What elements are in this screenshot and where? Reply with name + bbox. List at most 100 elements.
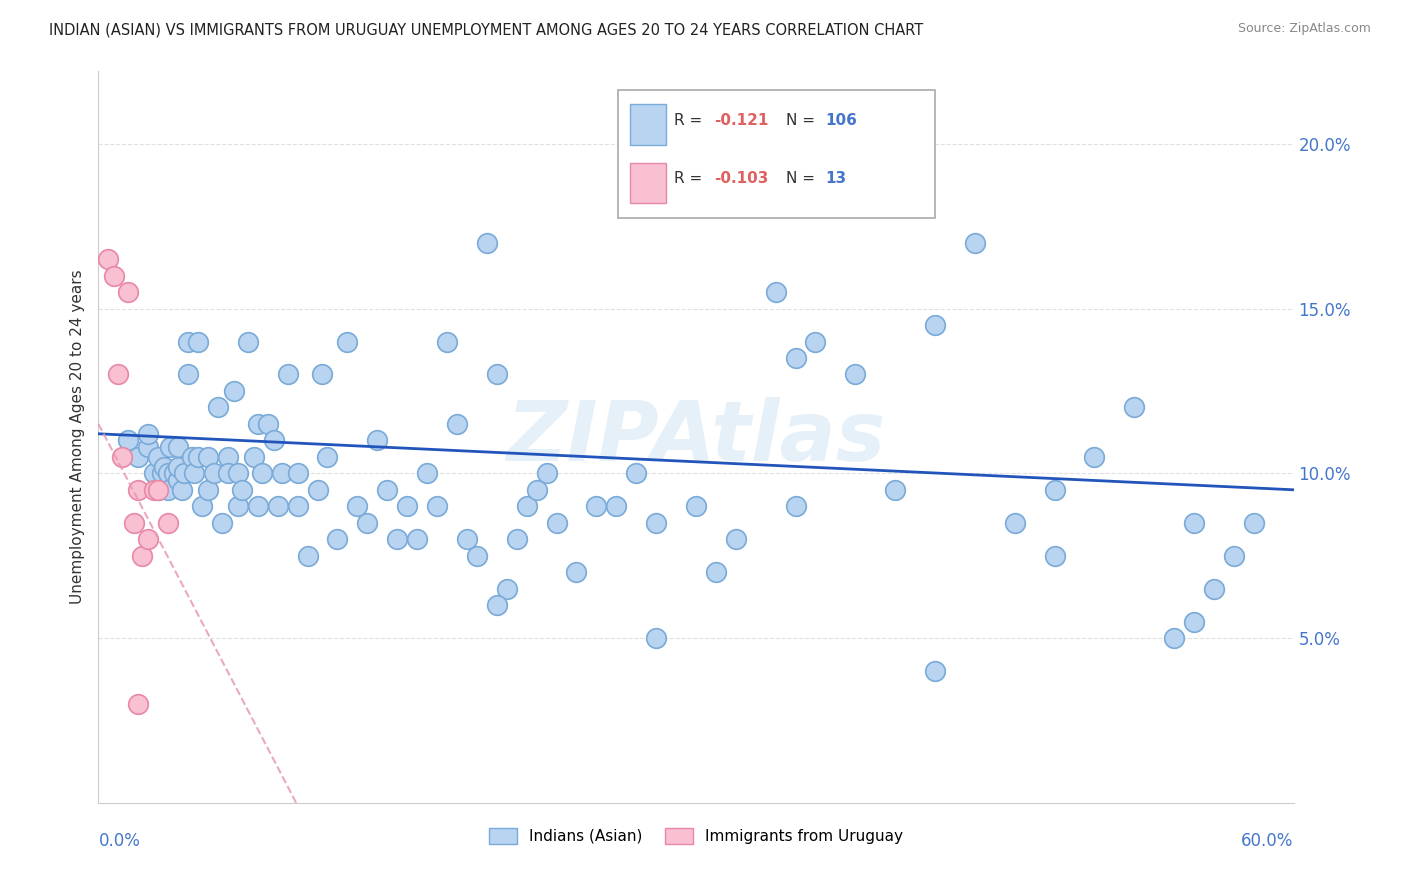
Point — [136, 426, 159, 441]
Point — [724, 533, 747, 547]
Point — [267, 500, 290, 514]
Text: R =: R = — [675, 171, 707, 186]
Point — [256, 417, 278, 431]
Point — [103, 268, 125, 283]
Point — [356, 516, 378, 530]
Point — [287, 467, 309, 481]
Point — [1163, 631, 1185, 645]
Text: 106: 106 — [825, 113, 856, 128]
Point — [1243, 516, 1265, 530]
Point — [127, 483, 149, 497]
Point — [173, 467, 195, 481]
FancyBboxPatch shape — [630, 104, 666, 145]
Point — [495, 582, 517, 596]
Point — [565, 565, 588, 579]
Point — [475, 235, 498, 250]
Point — [804, 334, 827, 349]
Point — [117, 434, 139, 448]
Point — [167, 459, 190, 474]
Point — [426, 500, 449, 514]
Point — [157, 467, 180, 481]
Point — [605, 500, 627, 514]
Point — [136, 533, 159, 547]
Point — [585, 500, 607, 514]
Text: N =: N = — [786, 113, 820, 128]
Point — [506, 533, 529, 547]
Point — [485, 368, 508, 382]
Point — [143, 467, 166, 481]
Point — [626, 467, 648, 481]
Point — [250, 467, 273, 481]
Point — [884, 483, 907, 497]
Point — [157, 516, 180, 530]
Point — [1043, 483, 1066, 497]
Point — [311, 368, 333, 382]
Point — [785, 351, 807, 365]
Point — [187, 334, 209, 349]
Point — [326, 533, 349, 547]
Point — [127, 450, 149, 464]
Point — [131, 549, 153, 563]
Point — [416, 467, 439, 481]
Point — [197, 483, 219, 497]
Point — [963, 235, 986, 250]
Point — [685, 500, 707, 514]
Point — [124, 516, 146, 530]
Point — [157, 483, 180, 497]
Point — [177, 334, 200, 349]
Point — [1202, 582, 1225, 596]
Text: INDIAN (ASIAN) VS IMMIGRANTS FROM URUGUAY UNEMPLOYMENT AMONG AGES 20 TO 24 YEARS: INDIAN (ASIAN) VS IMMIGRANTS FROM URUGUA… — [49, 22, 924, 37]
Point — [143, 483, 166, 497]
Point — [375, 483, 398, 497]
Point — [1182, 615, 1205, 629]
Point — [97, 252, 120, 267]
Point — [217, 450, 239, 464]
Point — [207, 401, 229, 415]
Point — [1083, 450, 1105, 464]
Point — [153, 459, 176, 474]
Point — [346, 500, 368, 514]
Point — [187, 450, 209, 464]
Point — [111, 450, 134, 464]
Text: R =: R = — [675, 113, 707, 128]
Point — [704, 565, 727, 579]
Point — [167, 440, 190, 454]
Point — [436, 334, 458, 349]
Y-axis label: Unemployment Among Ages 20 to 24 years: Unemployment Among Ages 20 to 24 years — [69, 269, 84, 605]
Point — [924, 664, 946, 678]
Point — [181, 450, 204, 464]
Point — [243, 450, 266, 464]
Point — [385, 533, 409, 547]
Point — [172, 483, 194, 497]
Point — [785, 500, 807, 514]
Point — [536, 467, 558, 481]
Point — [485, 598, 508, 612]
Point — [546, 516, 568, 530]
FancyBboxPatch shape — [619, 89, 935, 218]
Text: 13: 13 — [825, 171, 846, 186]
Point — [1004, 516, 1026, 530]
Point — [316, 450, 339, 464]
Point — [191, 500, 214, 514]
Point — [177, 368, 200, 382]
Point — [456, 533, 478, 547]
Point — [197, 450, 219, 464]
Point — [526, 483, 548, 497]
Point — [516, 500, 538, 514]
Point — [307, 483, 329, 497]
Point — [465, 549, 488, 563]
Text: -0.103: -0.103 — [714, 171, 768, 186]
Point — [1123, 401, 1146, 415]
Point — [745, 153, 768, 168]
Point — [217, 467, 239, 481]
Text: Source: ZipAtlas.com: Source: ZipAtlas.com — [1237, 22, 1371, 36]
Point — [1043, 549, 1066, 563]
Point — [127, 697, 149, 711]
Point — [148, 450, 170, 464]
Point — [297, 549, 319, 563]
Point — [202, 467, 225, 481]
Point — [844, 368, 866, 382]
Legend: Indians (Asian), Immigrants from Uruguay: Indians (Asian), Immigrants from Uruguay — [484, 822, 908, 850]
Point — [211, 516, 233, 530]
Point — [167, 473, 190, 487]
